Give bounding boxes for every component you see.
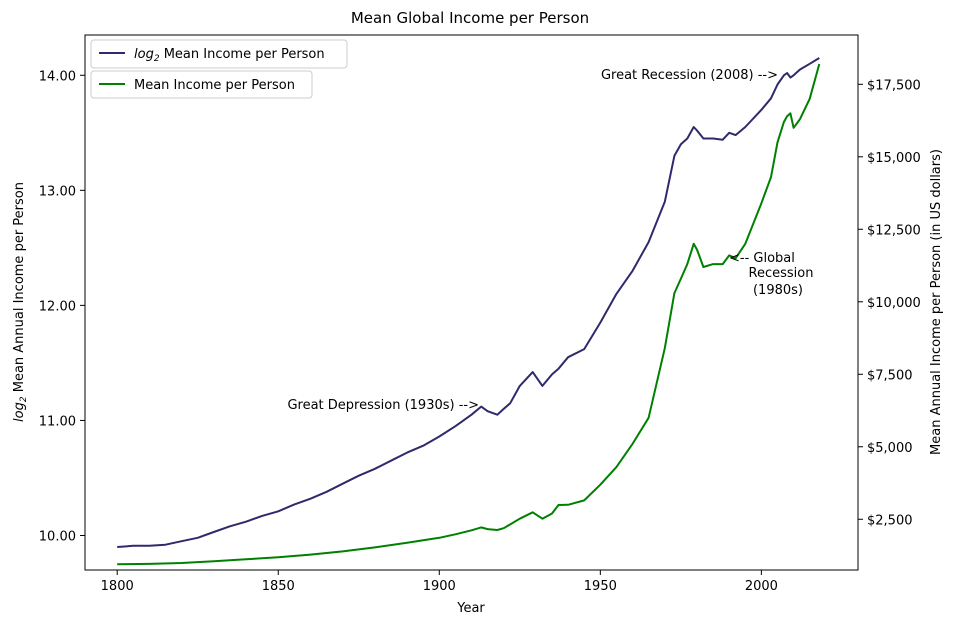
- legend-income: Mean Income per Person: [90, 70, 313, 99]
- left-y-tick-label: 12.00: [39, 299, 76, 314]
- left-y-tick-label: 11.00: [39, 414, 76, 429]
- plot-area: [84, 34, 859, 571]
- right-y-tick-label: $5,000: [867, 441, 913, 456]
- x-tick-label: 1900: [423, 579, 456, 594]
- annotation-global-recession-line1: <-- Global: [729, 251, 795, 266]
- left-y-tick-label: 10.00: [39, 529, 76, 544]
- legend-income-label: Mean Income per Person: [134, 78, 295, 93]
- left-y-axis-label: log2 Mean Annual Income per Person: [12, 182, 29, 422]
- income-line: [117, 63, 821, 566]
- right-y-tick-label: $15,000: [867, 151, 921, 166]
- right-y-tick-label: $17,500: [867, 78, 921, 93]
- x-tick-label: 1950: [584, 579, 617, 594]
- annotation-great-recession: Great Recession (2008) -->: [601, 68, 778, 83]
- x-axis-label: Year: [456, 601, 485, 616]
- legend-log: log2 Mean Income per Person: [90, 39, 348, 69]
- legend-income-frame: [90, 70, 313, 99]
- left-y-tick-label: 14.00: [39, 69, 76, 84]
- x-tick-label: 2000: [745, 579, 778, 594]
- x-axis: 1800 1850 1900 1950 2000: [101, 570, 778, 594]
- annotation-global-recession-line3: (1980s): [753, 283, 803, 298]
- annotation-global-recession-line2: Recession: [749, 266, 814, 281]
- chart-title: Mean Global Income per Person: [351, 9, 589, 27]
- right-y-tick-label: $10,000: [867, 296, 921, 311]
- x-tick-label: 1850: [262, 579, 295, 594]
- right-y-axis-label: Mean Annual Income per Person (in US dol…: [929, 149, 944, 455]
- right-y-tick-label: $12,500: [867, 223, 921, 238]
- right-y-tick-label: $2,500: [867, 513, 913, 528]
- log-income-line: [117, 57, 820, 548]
- series-layer: [117, 57, 821, 566]
- annotation-great-depression: Great Depression (1930s) -->: [287, 398, 479, 413]
- left-y-axis: 10.00 11.00 12.00 13.00 14.00: [39, 69, 85, 544]
- right-y-axis: $2,500 $5,000 $7,500 $10,000 $12,500 $15,000 $…: [858, 78, 921, 528]
- right-y-tick-label: $7,500: [867, 368, 913, 383]
- x-tick-label: 1800: [101, 579, 134, 594]
- legend-log-label: log2 Mean Income per Person: [134, 47, 325, 64]
- left-y-tick-label: 13.00: [39, 184, 76, 199]
- legend-log-frame: [90, 39, 348, 69]
